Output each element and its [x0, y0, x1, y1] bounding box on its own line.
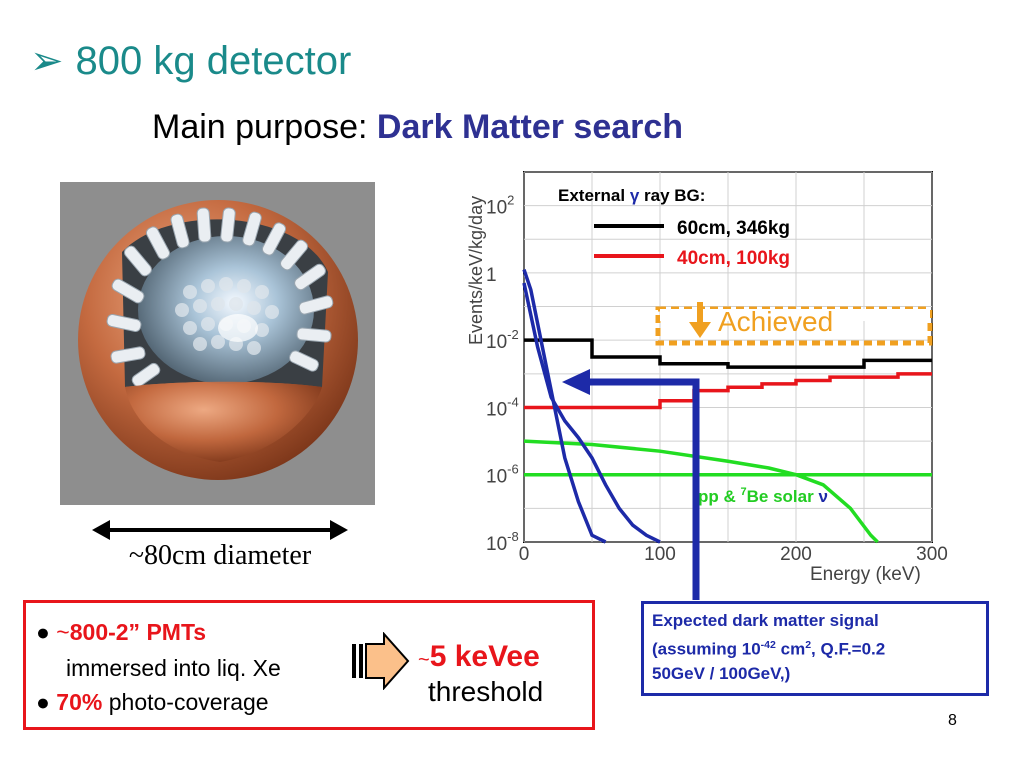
- pmt-info-box: ● ~800-2” PMTs immersed into liq. Xe ● 7…: [23, 600, 595, 730]
- legend-entry-40cm: 40cm, 100kg: [677, 248, 790, 269]
- title-text: 800 kg detector: [75, 39, 352, 83]
- achieved-frame-mask: [660, 309, 930, 321]
- bullet-icon: ●: [36, 689, 50, 715]
- bullet-icon: ●: [36, 619, 50, 645]
- achieved-label: Achieved: [718, 306, 833, 337]
- chart-series: [522, 268, 932, 544]
- detector-image: [60, 182, 375, 505]
- series-line: [524, 372, 932, 410]
- x-tick-label: 100: [644, 544, 676, 565]
- diameter-arrow-icon: [92, 520, 348, 540]
- achieved-arrow-head-icon: [689, 322, 711, 338]
- y-tick-label: 10-2: [486, 327, 519, 353]
- diameter-label: ~80cm diameter: [128, 540, 312, 571]
- solar-neutrino-label: pp & 7Be solar ν: [698, 486, 828, 506]
- chart-x-axis-label: Energy (keV): [810, 564, 921, 585]
- series-line: [524, 338, 932, 369]
- y-tick-label: 10-8: [486, 529, 519, 555]
- threshold-value: ~5 keVee: [418, 640, 540, 673]
- gamma-symbol: γ: [630, 186, 640, 205]
- title-bullet-icon: ➢: [30, 39, 64, 83]
- pmt-immersed-line: immersed into liq. Xe: [66, 655, 281, 681]
- signal-line-1: Expected dark matter signal: [652, 611, 879, 630]
- signal-line-2: (assuming 10-42 cm2, Q.F.=0.2: [652, 639, 886, 659]
- subtitle-prefix: Main purpose:: [152, 108, 377, 146]
- y-tick-label: 102: [486, 193, 514, 219]
- chart-y-axis-label: Events/keV/kg/day: [466, 196, 486, 345]
- subtitle-accent: Dark Matter search: [376, 108, 684, 146]
- x-tick-label: 300: [916, 544, 948, 565]
- photo-coverage-line: ● 70% photo-coverage: [36, 689, 269, 715]
- page-number: 8: [948, 712, 957, 729]
- signal-pointer-line: [585, 378, 700, 600]
- y-tick-label: 10-6: [486, 462, 519, 488]
- y-tick-label: 1: [486, 265, 497, 286]
- chart-x-ticks: 0 100 200 300: [519, 544, 948, 565]
- block-arrow-icon: [352, 632, 410, 690]
- dark-matter-signal-box: Expected dark matter signal (assuming 10…: [641, 601, 989, 696]
- signal-line-3: 50GeV / 100GeV,): [652, 663, 791, 683]
- chart-legend-title: External γ ray BG:: [558, 186, 705, 205]
- y-tick-label: 10-4: [486, 394, 519, 420]
- series-line: [523, 439, 879, 544]
- subtitle: Main purpose: Dark Matter search: [152, 108, 683, 147]
- detector-sphere-icon: [78, 200, 358, 480]
- x-tick-label: 200: [780, 544, 812, 565]
- pmt-count-line: ● ~800-2” PMTs: [36, 619, 207, 645]
- signal-pointer-arrow-icon: [562, 369, 590, 395]
- pmt-count: 800-2” PMTs: [69, 619, 207, 645]
- legend-entry-60cm: 60cm, 346kg: [677, 218, 790, 239]
- chart-y-ticks: 102 1 10-2 10-4 10-6 10-8: [486, 193, 519, 555]
- series-line: [522, 282, 661, 544]
- series-line: [522, 268, 607, 544]
- x-tick-label: 0: [519, 544, 530, 565]
- slide-title: ➢ 800 kg detector: [30, 38, 351, 84]
- photo-coverage-value: 70%: [56, 689, 103, 715]
- threshold-label: threshold: [428, 676, 544, 707]
